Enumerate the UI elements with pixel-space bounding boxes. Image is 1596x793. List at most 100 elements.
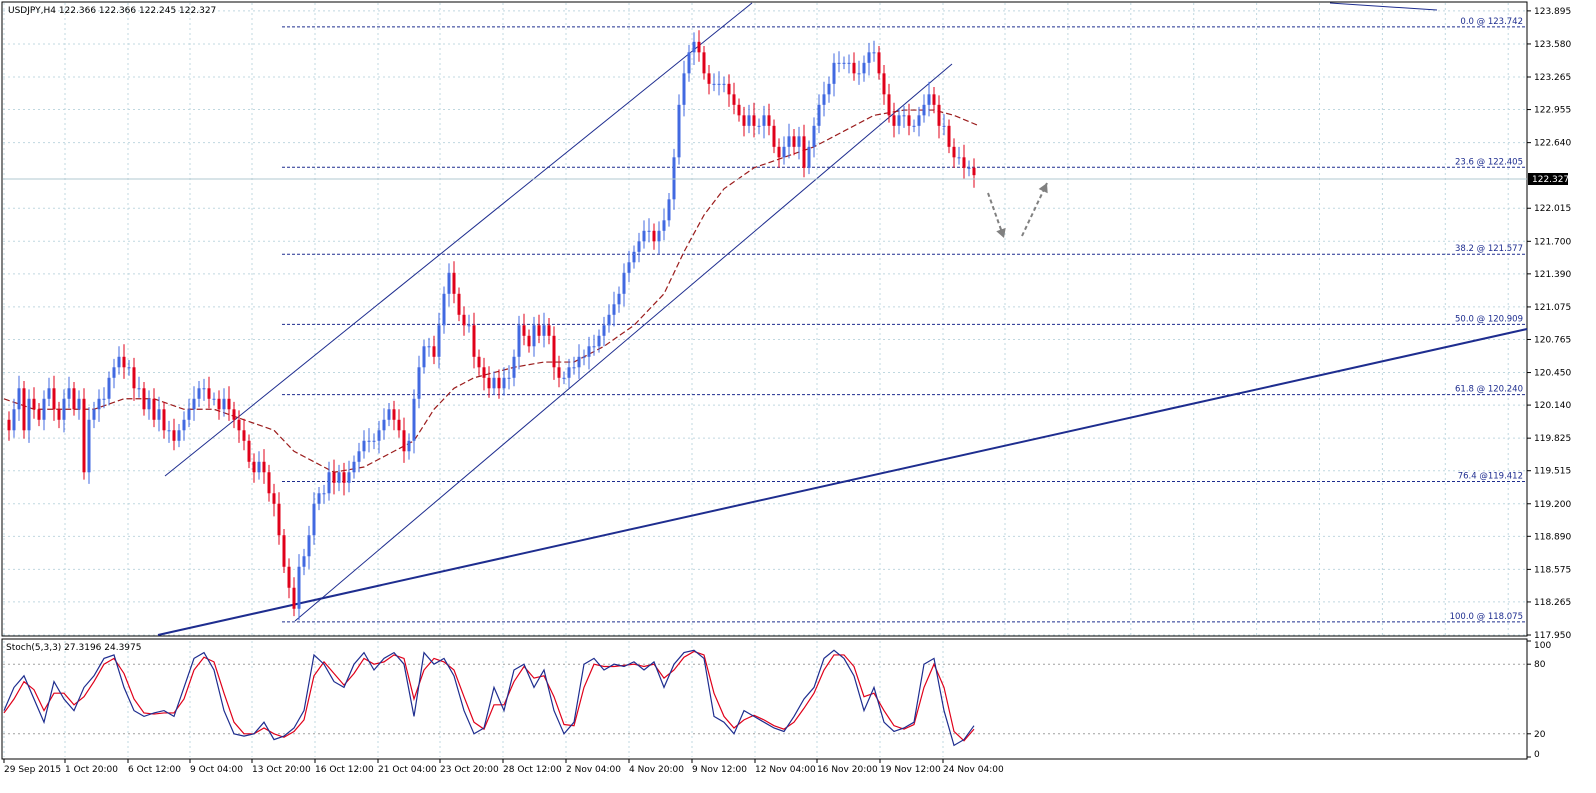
candle [847,54,851,74]
candle [427,337,431,357]
candle [822,81,826,117]
candle [422,339,426,374]
candle [927,81,931,117]
forecast-arrow-up[interactable] [1021,182,1048,237]
candle [857,60,861,85]
candle [17,375,21,421]
stochastic-panel[interactable]: Stoch(5,3,3) 27.3196 24.3975 [1,638,1528,760]
stochastic-tick-label: 100 [1534,641,1551,651]
candle [462,306,466,336]
candle [962,144,966,180]
forecast-arrows[interactable] [987,182,1048,239]
ascending-channel[interactable] [157,2,1528,636]
price-tick-label: 119.200 [1534,500,1571,510]
candle [952,138,956,168]
candle [827,76,831,103]
time-axis[interactable]: 29 Sep 2015 1 Oct 20:00 6 Oct 12:00 9 Oct 0… [3,759,1004,775]
price-axis[interactable]: 123.895 123.580 123.265 122.955 122.640 122.0… [1527,7,1571,641]
fib-level-label: 23.6 @ 122.405 [1455,157,1523,167]
candle [322,484,326,504]
candle [417,355,421,409]
candle [432,335,436,365]
candle [377,420,381,454]
candle [277,492,281,545]
candle [547,317,551,345]
time-tick: 24 Nov 04:00 [942,759,1004,775]
candle [752,102,756,138]
candle [787,123,791,159]
price-tick: 123.580 [1527,40,1571,50]
time-tick-label: 24 Nov 04:00 [943,765,1004,775]
candle [647,218,651,243]
candle [182,411,186,441]
fib-level: 0.0 @ 123.742 [282,17,1527,28]
candle [167,420,171,443]
fib-level-label: 50.0 @ 120.909 [1455,314,1523,324]
candle [67,376,71,409]
candle [352,455,356,479]
candle [597,329,601,353]
price-tick-label: 121.390 [1534,270,1571,280]
time-tick: 1 Oct 20:00 [64,759,118,775]
price-tick-label: 121.700 [1534,237,1571,247]
candle [567,358,571,389]
candle [627,250,631,283]
price-tick: 118.890 [1527,532,1571,542]
candle [667,193,671,227]
price-tick-label: 119.515 [1534,467,1571,477]
candle [152,388,156,428]
candle [482,357,486,391]
channel-upper-line[interactable] [164,2,753,477]
candle [797,126,801,160]
candle [252,453,256,483]
candle [102,387,106,409]
time-tick-label: 9 Oct 04:00 [190,765,243,775]
price-tick-label: 122.955 [1534,106,1571,116]
candle [767,103,771,136]
candle [337,464,341,492]
candle [852,52,856,81]
fibonacci-levels: 0.0 @ 123.742 23.6 @ 122.405 38.2 @ 121.57… [282,17,1527,623]
candle [122,344,126,379]
candle [782,136,786,165]
time-tick-label: 6 Oct 12:00 [128,765,181,775]
time-tick: 29 Sep 2015 [3,759,61,775]
candle [622,263,626,307]
stochastic-signal-line [3,650,975,742]
candle [502,367,506,396]
candle [32,387,36,419]
candle [907,103,911,136]
stochastic-main-line [3,649,975,747]
candle [112,358,116,389]
upper-trendline-segment[interactable] [1329,2,1438,11]
candle [272,483,276,517]
stochastic-tick-label: 0 [1534,750,1540,760]
price-panel[interactable]: 0.0 @ 123.742 23.6 @ 122.405 38.2 @ 121.57… [1,1,1528,637]
candle [717,71,721,96]
current-price-label: 122.327 [1532,175,1569,185]
candle [342,462,346,496]
time-tick: 13 Oct 20:00 [251,759,311,775]
candle [497,369,501,399]
price-tick-label: 122.015 [1534,204,1571,214]
candle [212,392,216,406]
candle [652,223,656,250]
candle [487,366,491,398]
candle [897,107,901,135]
candle [367,428,371,453]
candle [42,390,46,431]
candle [877,46,881,80]
long-term-trendline[interactable] [157,328,1528,636]
candle [612,291,616,327]
channel-lower-line[interactable] [294,63,953,622]
fib-level: 100.0 @ 118.075 [282,612,1527,623]
time-tick: 12 Nov 04:00 [754,759,816,775]
candle [832,53,836,97]
fib-level-label: 61.8 @ 120.240 [1455,385,1523,395]
candle [862,55,866,82]
forecast-arrow-down[interactable] [987,192,1006,239]
candle [942,114,946,136]
candle [802,124,806,178]
